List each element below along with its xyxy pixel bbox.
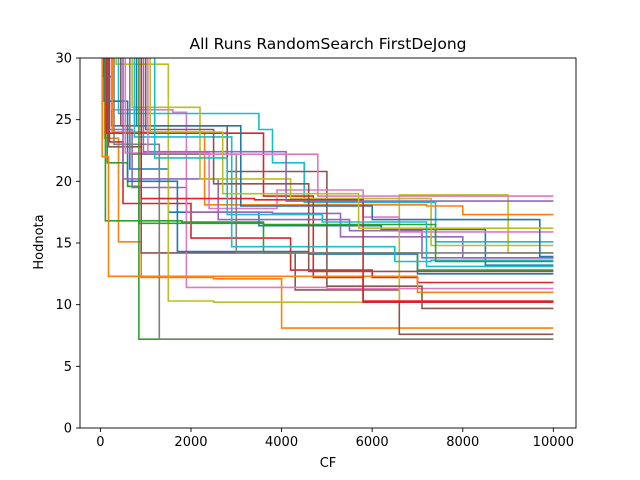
series-line-7 [113, 58, 554, 340]
y-tick-label-3: 15 [55, 237, 72, 252]
series-line-14 [122, 58, 554, 259]
series-line-22 [138, 58, 554, 263]
series-line-3 [108, 58, 554, 284]
chart-title: All Runs RandomSearch FirstDeJong [189, 35, 466, 53]
x-axis-label: CF [320, 456, 337, 471]
x-tick-label-3: 6000 [356, 435, 389, 450]
x-tick-label-5: 10000 [533, 435, 574, 450]
x-tick-label-1: 2000 [174, 435, 207, 450]
y-tick-label-1: 5 [64, 360, 72, 375]
axes-layer: 0 2000 4000 6000 8000 10000 0 5 10 15 20 25 30 [55, 52, 577, 450]
series-line-8 [115, 58, 554, 303]
series-line-10 [103, 58, 554, 275]
series-line-26 [147, 58, 554, 197]
series-line-18 [131, 58, 554, 247]
x-tick-label-2: 4000 [265, 435, 298, 450]
y-tick-label-2: 10 [55, 298, 72, 313]
series-line-4 [105, 58, 554, 259]
series-line-9 [117, 58, 554, 243]
series-line-28 [153, 58, 554, 268]
y-tick-label-6: 30 [55, 52, 72, 67]
y-axis-label: Hodnota [32, 214, 47, 269]
series-line-15 [120, 58, 554, 310]
series-line-19 [133, 58, 554, 263]
series-line-11 [111, 58, 554, 216]
series-line-20 [135, 58, 554, 258]
y-tick-label-5: 25 [55, 113, 72, 128]
series-line-24 [142, 58, 554, 202]
x-tick-label-4: 8000 [446, 435, 479, 450]
series-line-17 [129, 58, 554, 254]
series-line-25 [144, 58, 554, 273]
series-layer [101, 58, 554, 340]
x-tick-label-0: 0 [96, 435, 104, 450]
y-tick-label-4: 20 [55, 175, 72, 190]
series-line-23 [140, 58, 554, 303]
y-tick-label-0: 0 [64, 422, 72, 437]
